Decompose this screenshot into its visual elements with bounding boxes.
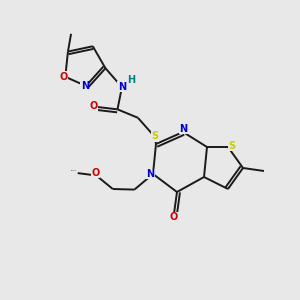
Text: O: O bbox=[89, 101, 98, 111]
Text: N: N bbox=[81, 81, 89, 91]
Text: O: O bbox=[170, 212, 178, 222]
Text: methoxy: methoxy bbox=[71, 169, 77, 171]
Text: N: N bbox=[146, 169, 154, 179]
Text: N: N bbox=[179, 124, 188, 134]
Text: S: S bbox=[228, 140, 235, 151]
Text: O: O bbox=[60, 72, 68, 82]
Text: H: H bbox=[127, 75, 135, 85]
Text: O: O bbox=[92, 167, 100, 178]
Text: S: S bbox=[152, 131, 158, 141]
Text: N: N bbox=[118, 82, 126, 92]
